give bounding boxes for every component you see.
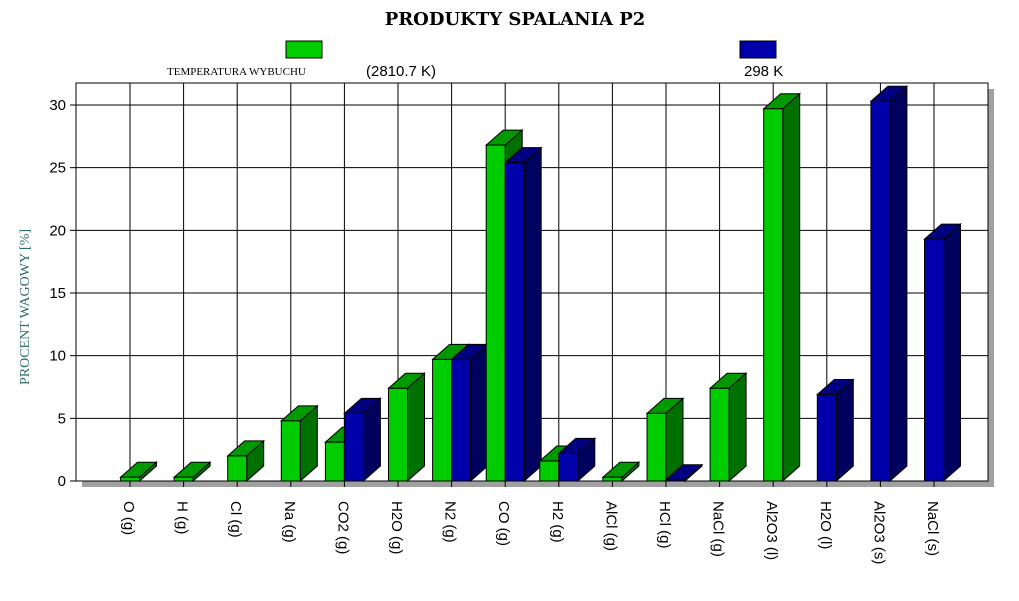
bar-side-face	[782, 92, 801, 483]
x-tick-label: H2O (g)	[388, 501, 405, 554]
bar-front-face	[646, 412, 667, 482]
x-tick-label: N2 (g)	[442, 501, 459, 543]
bar-series-2	[343, 397, 382, 483]
y-tick-label: 30	[49, 97, 66, 114]
bar-front-face	[539, 460, 560, 482]
legend-value-series-2: 298 K	[744, 63, 783, 80]
bar-front-face	[324, 441, 345, 482]
bar-front-face	[120, 476, 140, 482]
bar-series-2	[664, 463, 704, 483]
bar-front-face	[870, 100, 891, 482]
bar-series-1	[172, 461, 212, 483]
bar-series-1	[645, 397, 685, 483]
bar-side-face	[835, 378, 854, 483]
bar-front-face	[451, 358, 472, 482]
y-tick-label: 25	[49, 160, 66, 177]
bar-front-face	[763, 108, 784, 482]
x-tick-label: HCl (g)	[656, 501, 673, 549]
x-tick-label: Na (g)	[281, 501, 298, 543]
bars	[119, 85, 962, 483]
x-tick-label: Al2O3 (s)	[870, 501, 887, 564]
bar-front-face	[602, 476, 623, 482]
bar-front-face	[173, 476, 194, 482]
bar-series-1	[387, 372, 426, 483]
bar-side-face	[728, 372, 747, 483]
x-tick-label: CO2 (g)	[334, 501, 351, 554]
y-axis-label: PROCENT WAGOWY [%]	[18, 229, 33, 385]
bar-series-1	[226, 439, 266, 483]
x-tick-label: H2O (l)	[817, 501, 834, 549]
bar-front-face	[816, 394, 837, 482]
bar-series-1	[601, 461, 641, 483]
bar-series-2	[503, 146, 543, 483]
bar-front-face	[709, 387, 730, 482]
legend-value-series-1: (2810.7 K)	[366, 63, 436, 80]
bar-front-face	[665, 479, 686, 482]
y-tick-label: 15	[49, 285, 66, 302]
bar-front-face	[485, 144, 506, 482]
bar-side-face	[407, 372, 425, 483]
x-tick-label: Cl (g)	[227, 501, 244, 538]
bar-series-2	[869, 85, 909, 483]
bar-series-1	[279, 404, 319, 483]
y-axis: 0 5 10 15 20 25 30	[49, 97, 76, 490]
x-tick-label: CO (g)	[495, 501, 512, 546]
x-tick-label: NaCl (g)	[710, 501, 727, 557]
bar-side-face	[470, 343, 489, 483]
legend-label-series-1: TEMPERATURA WYBUCHU	[167, 66, 306, 78]
bar-series-1	[708, 372, 748, 483]
legend-swatch-series-2	[739, 40, 777, 59]
bar-front-face	[432, 358, 453, 482]
bar-front-face	[924, 238, 944, 482]
y-tick-label: 0	[58, 473, 66, 490]
bar-front-face	[388, 387, 408, 482]
bar-front-face	[343, 412, 364, 482]
legend-swatch-series-1	[285, 40, 323, 59]
bar-front-face	[504, 162, 525, 482]
bar-series-2	[557, 437, 597, 483]
x-tick-label: AlCl (g)	[602, 501, 619, 551]
y-tick-label: 5	[58, 410, 66, 427]
bar-front-face	[280, 420, 301, 482]
bar-side-face	[943, 222, 961, 483]
bar-series-1	[119, 461, 158, 483]
bar-series-1	[762, 92, 802, 483]
x-tick-label: Al2O3 (l)	[763, 501, 780, 560]
bar-series-2	[923, 222, 962, 483]
x-tick-label: NaCl (s)	[924, 501, 941, 556]
chart-title: PRODUKTY SPALANIA P2	[385, 9, 646, 30]
x-tick-label: O (g)	[120, 501, 137, 535]
bar-front-face	[227, 455, 248, 482]
x-axis: O (g) H (g) Cl (g) Na (g) CO2 (g) H2O (g) N2 (…	[120, 481, 941, 564]
x-tick-label: H2 (g)	[549, 501, 566, 543]
y-tick-label: 20	[49, 222, 66, 239]
y-tick-label: 10	[49, 348, 66, 365]
bar-series-2	[815, 378, 855, 483]
bar-side-face	[889, 85, 908, 483]
x-tick-label: H (g)	[174, 501, 191, 534]
bar-series-2	[450, 343, 489, 483]
bar-side-face	[523, 146, 542, 483]
bar-front-face	[558, 452, 579, 482]
